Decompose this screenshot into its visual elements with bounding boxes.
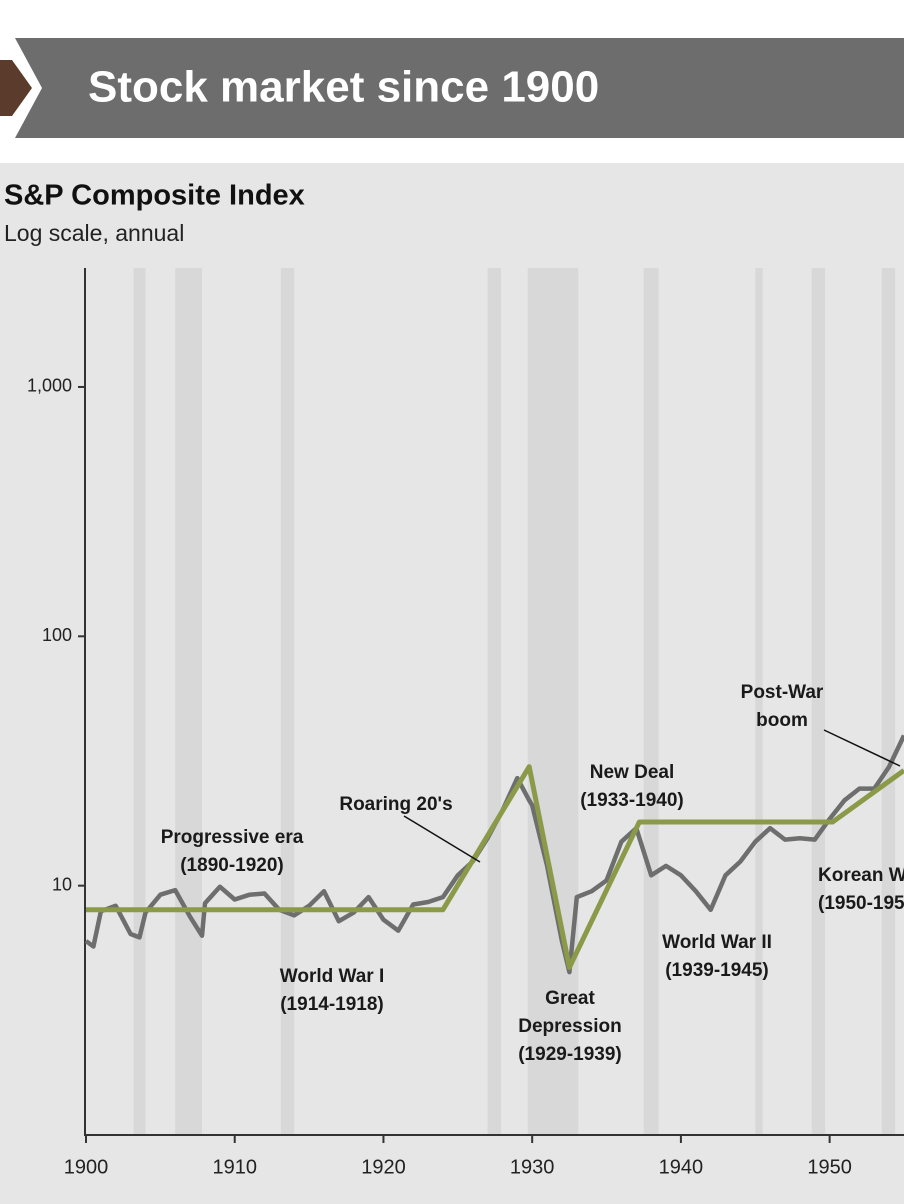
recession-band	[527, 268, 579, 1135]
annotation: World War I	[280, 966, 385, 987]
plot: 1,000 100 10 1900 1910 1920 1930 1940 1950 Progre…	[27, 268, 904, 1178]
header-banner	[15, 38, 904, 138]
recession-band	[280, 268, 295, 1135]
x-tick-label: 1940	[659, 1156, 704, 1178]
annotation: (1929-1939)	[518, 1044, 622, 1065]
annotation: (1933-1940)	[580, 790, 684, 811]
recession-band	[133, 268, 146, 1135]
x-tick-label: 1910	[212, 1156, 257, 1178]
recession-band	[881, 268, 896, 1135]
y-tick-label: 1,000	[27, 376, 72, 396]
header-title: Stock market since 1900	[88, 63, 599, 112]
annotation: Depression	[518, 1016, 621, 1037]
recession-band	[487, 268, 501, 1135]
y-tick-label: 100	[42, 625, 72, 645]
x-tick-label: 1930	[510, 1156, 555, 1178]
annotation: boom	[756, 710, 808, 731]
annotation: New Deal	[590, 762, 674, 783]
leader-line	[403, 815, 481, 863]
recession-band	[175, 268, 203, 1135]
recession-band	[755, 268, 763, 1135]
recession-band	[643, 268, 659, 1135]
x-tick-label: 1950	[807, 1156, 852, 1178]
annotation: Great	[545, 988, 595, 1009]
trend-line	[86, 764, 904, 970]
leader-line	[823, 729, 901, 767]
annotation: Post-War	[741, 682, 824, 703]
annotation: (1890-1920)	[180, 855, 284, 876]
annotation: (1914-1918)	[280, 994, 384, 1015]
chart-background	[0, 163, 904, 1204]
annotation: Roaring 20's	[339, 794, 452, 815]
x-tick-label: 1900	[64, 1156, 109, 1178]
annotation: Progressive era	[161, 827, 304, 848]
header-arrow	[0, 60, 32, 116]
recession-band	[811, 268, 826, 1135]
annotation: Korean War	[818, 865, 904, 886]
chart-title: S&P Composite Index	[4, 180, 305, 212]
annotation: (1939-1945)	[665, 960, 769, 981]
y-tick-label: 10	[52, 874, 72, 894]
annotation: (1950-1953)	[818, 893, 904, 914]
chart-subtitle: Log scale, annual	[4, 220, 184, 246]
x-tick-label: 1920	[361, 1156, 406, 1178]
annotation: World War II	[662, 932, 772, 953]
